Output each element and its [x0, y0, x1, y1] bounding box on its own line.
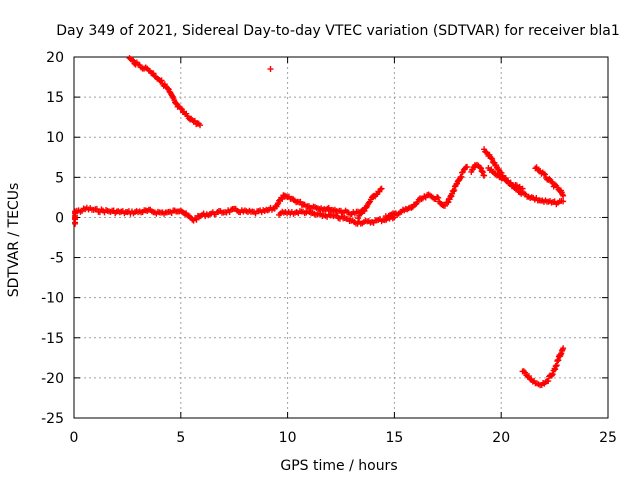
data-point [464, 163, 471, 170]
data-point [276, 197, 283, 204]
x-tick-label: 15 [385, 430, 403, 446]
data-point [177, 105, 184, 112]
y-tick-label: -25 [41, 411, 64, 427]
data-point [267, 66, 274, 73]
data-point [377, 186, 384, 193]
data-point [408, 204, 415, 211]
data-point [297, 198, 304, 205]
x-tick-label: 20 [492, 430, 510, 446]
grid-lines [73, 56, 609, 419]
chart-title: Day 349 of 2021, Sidereal Day-to-day VTE… [56, 23, 619, 39]
data-point [498, 169, 505, 176]
plot-frame [73, 56, 609, 419]
data-point [435, 194, 442, 201]
y-tick-label: -10 [41, 291, 64, 307]
data-point [150, 70, 157, 77]
tick-labels: 0 5 10 15 20 25 -25 -20 -15 -10 -5 0 5 10 15 20 [41, 50, 617, 446]
data-point [366, 199, 373, 206]
y-tick-label: -5 [50, 251, 64, 267]
y-tick-label: 10 [46, 130, 64, 146]
data-point [158, 77, 165, 84]
data-point [545, 378, 552, 385]
y-tick-label: -15 [41, 331, 64, 347]
data-point [451, 187, 458, 194]
data-point [128, 56, 135, 63]
data-point [519, 185, 526, 192]
y-tick-label: 5 [55, 170, 64, 186]
x-tick-label: 0 [70, 430, 79, 446]
data-point [197, 122, 204, 129]
data-point [522, 369, 529, 376]
x-axis-label: GPS time / hours [280, 458, 397, 474]
data-point [450, 188, 457, 195]
y-axis-label: SDTVAR / TECUs [6, 183, 22, 298]
data-point [325, 204, 332, 211]
data-point [483, 149, 490, 156]
data-point [441, 202, 448, 209]
data-point [549, 371, 556, 378]
x-tick-label: 25 [599, 430, 617, 446]
data-point [183, 110, 190, 117]
data-point [172, 100, 179, 107]
data-point [130, 57, 137, 64]
data-points [72, 55, 567, 389]
data-point [541, 171, 548, 178]
data-point [540, 170, 547, 177]
data-point [560, 345, 567, 352]
data-point [193, 216, 200, 223]
y-tick-label: 15 [46, 90, 64, 106]
y-tick-label: 20 [46, 50, 64, 66]
x-tick-label: 5 [176, 430, 185, 446]
y-tick-label: -20 [41, 371, 64, 387]
data-point [378, 185, 385, 192]
data-point [359, 209, 366, 216]
data-point [489, 156, 496, 163]
data-point [560, 198, 567, 205]
y-tick-label: 0 [55, 210, 64, 226]
x-tick-label: 10 [279, 430, 297, 446]
data-point [481, 172, 488, 179]
data-point [458, 173, 465, 180]
data-point [279, 196, 286, 203]
data-point [560, 192, 567, 199]
data-point [525, 373, 532, 380]
